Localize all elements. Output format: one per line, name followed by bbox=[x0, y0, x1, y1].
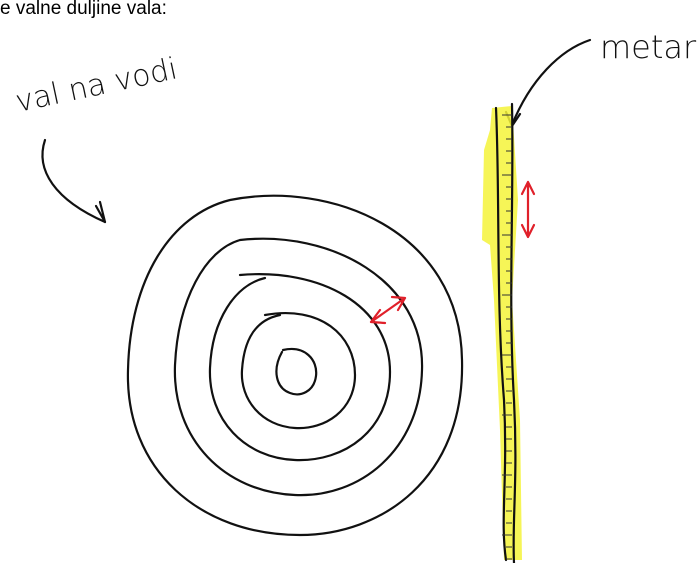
ruler bbox=[482, 104, 534, 563]
wavelength-arrow bbox=[371, 297, 405, 323]
page: {"header": {"text": "e valne duljine val… bbox=[0, 0, 699, 563]
wave-circles bbox=[128, 196, 462, 535]
ruler-unit-arrow bbox=[522, 182, 534, 237]
ruler-arrow bbox=[512, 40, 590, 125]
ruler-highlight bbox=[482, 106, 522, 560]
wave-label: val na vodi bbox=[12, 51, 180, 119]
ruler-label: metar bbox=[600, 28, 697, 66]
diagram: e valne duljine vala: val na vodi metar bbox=[0, 0, 699, 563]
wave-ring bbox=[276, 349, 316, 394]
header-text: e valne duljine vala: bbox=[0, 0, 167, 19]
wave-ring bbox=[242, 313, 355, 428]
wave-ring bbox=[128, 196, 462, 535]
wave-ring bbox=[210, 274, 390, 460]
wave-arrow bbox=[43, 140, 106, 222]
